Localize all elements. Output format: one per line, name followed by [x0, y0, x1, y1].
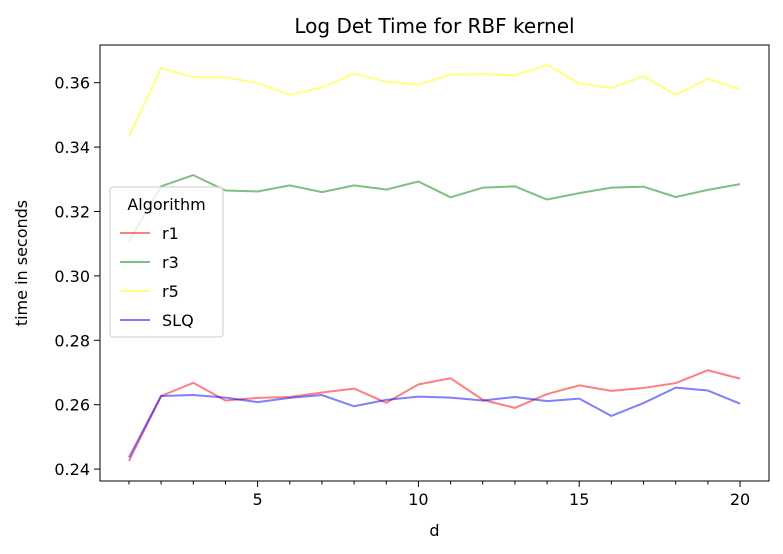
- x-tick-label: 20: [730, 490, 750, 509]
- legend-title: Algorithm: [127, 195, 205, 214]
- y-tick-label: 0.30: [54, 267, 90, 286]
- y-tick-label: 0.36: [54, 74, 90, 93]
- chart-title: Log Det Time for RBF kernel: [294, 14, 574, 38]
- x-tick-label: 10: [408, 490, 428, 509]
- x-tick-label: 15: [569, 490, 589, 509]
- series-line-r3: [128, 174, 741, 242]
- series-line-r5: [128, 63, 741, 138]
- plot-series: [128, 63, 741, 462]
- legend: Algorithm r1 r3 r5 SLQ: [109, 186, 224, 338]
- legend-entries: r1 r3 r5 SLQ: [120, 224, 194, 330]
- y-axis-label: time in seconds: [12, 200, 31, 326]
- y-tick-label: 0.32: [54, 202, 90, 221]
- series-line-slq: [128, 386, 741, 458]
- x-axis: 5 10 15 20: [128, 481, 750, 509]
- y-tick-label: 0.34: [54, 138, 90, 157]
- x-tick-label: 5: [253, 490, 263, 509]
- series-line-r1: [128, 369, 741, 462]
- y-tick-label: 0.28: [54, 331, 90, 350]
- plot-frame: [99, 44, 770, 482]
- legend-box: [109, 186, 224, 338]
- legend-label-r5: r5: [162, 282, 179, 301]
- y-axis: 0.24 0.26 0.28 0.30 0.32 0.34 0.36: [54, 74, 100, 479]
- legend-label-slq: SLQ: [162, 311, 194, 330]
- y-tick-label: 0.24: [54, 460, 90, 479]
- legend-label-r3: r3: [162, 253, 179, 272]
- y-tick-label: 0.26: [54, 396, 90, 415]
- legend-label-r1: r1: [162, 224, 179, 243]
- x-axis-label: d: [429, 521, 439, 540]
